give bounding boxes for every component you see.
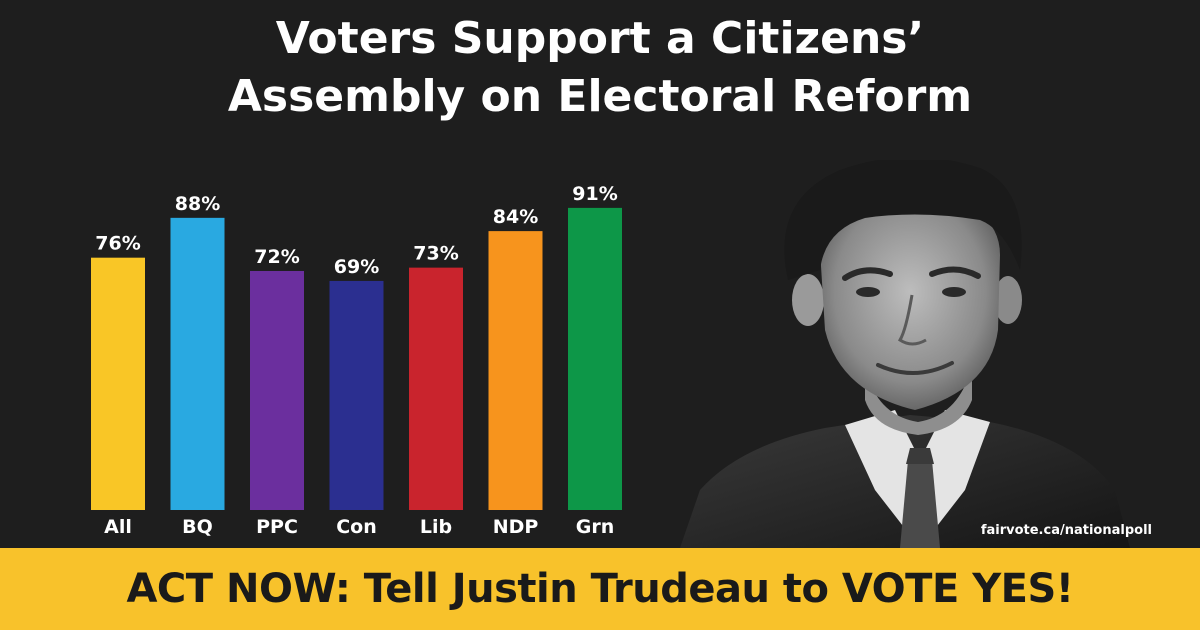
person-portrait-icon: [680, 160, 1130, 548]
value-label-grn: 91%: [572, 183, 617, 205]
category-label-bq: BQ: [182, 516, 213, 538]
value-label-lib: 73%: [413, 243, 458, 265]
category-label-ndp: NDP: [493, 516, 539, 538]
title-line-2: Assembly on Electoral Reform: [227, 71, 973, 122]
bar-chart: 76% All 88% BQ 72% PPC 69% Con 73% Lib 84% NDP 91% Gr…: [91, 183, 622, 538]
title-line-1: Voters Support a Citizens’: [275, 13, 925, 64]
bar-ndp: [488, 231, 543, 510]
call-to-action-banner[interactable]: ACT NOW: Tell Justin Trudeau to VOTE YES…: [0, 548, 1200, 630]
bar-all: [91, 257, 145, 510]
category-label-ppc: PPC: [256, 516, 298, 538]
bar-grn: [568, 207, 622, 510]
value-label-all: 76%: [95, 233, 140, 255]
portrait-photo: [680, 160, 1130, 548]
value-label-ndp: 84%: [493, 206, 538, 228]
bar-lib: [409, 267, 463, 510]
source-url[interactable]: fairvote.ca/nationalpoll: [980, 523, 1152, 538]
bar-bq: [170, 217, 225, 510]
chart-title: Voters Support a Citizens’ Assembly on E…: [0, 10, 1200, 126]
category-label-grn: Grn: [576, 516, 615, 538]
category-label-lib: Lib: [420, 516, 452, 538]
category-label-all: All: [104, 516, 132, 538]
category-label-con: Con: [336, 516, 377, 538]
value-label-ppc: 72%: [254, 246, 299, 268]
call-to-action-text: ACT NOW: Tell Justin Trudeau to VOTE YES…: [126, 566, 1074, 612]
value-label-con: 69%: [334, 256, 379, 278]
value-label-bq: 88%: [175, 193, 220, 215]
bar-ppc: [250, 270, 304, 510]
bar-con: [329, 280, 384, 510]
